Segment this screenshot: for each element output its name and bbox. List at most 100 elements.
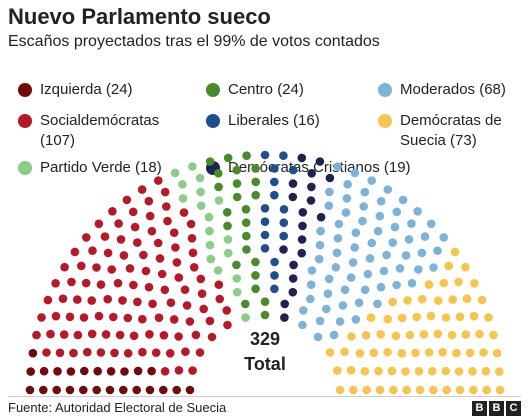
seat-dot [299, 306, 308, 315]
seat-dot [454, 367, 464, 376]
seat-dot [354, 298, 364, 308]
seat-dot [110, 348, 119, 358]
seat-dot [92, 385, 101, 395]
seat-dot [270, 164, 279, 173]
seat-dot [441, 366, 451, 376]
seat-dot [383, 347, 392, 357]
seat-dot [415, 385, 425, 395]
seat-dot [315, 316, 325, 326]
seat-dot [346, 366, 356, 375]
seat-dot [340, 347, 349, 357]
seat-dot [288, 165, 298, 175]
seat-dot [324, 274, 334, 284]
seat-dot [482, 385, 492, 395]
legend-swatch [18, 114, 32, 128]
seat-dot [139, 250, 148, 260]
legend-item-partido-verde: Partido Verde (18) [18, 158, 162, 178]
seat-dot [298, 221, 307, 231]
seat-dot [205, 226, 214, 236]
seat-dot [60, 262, 69, 272]
seat-dot [251, 164, 260, 173]
seat-dot [297, 235, 307, 244]
seat-dot [307, 182, 316, 192]
seat-dot [452, 348, 461, 358]
seat-dot [376, 282, 386, 292]
seat-dot [343, 180, 352, 189]
seat-dot [59, 330, 69, 339]
seat-dot [367, 238, 377, 248]
seat-dot [241, 218, 251, 227]
seat-dot [307, 266, 317, 275]
seat-dot [51, 311, 61, 321]
seat-dot [397, 313, 407, 323]
legend-item-centro: Centro (24) [206, 80, 304, 100]
seat-dot [174, 332, 183, 341]
seat-dot [360, 285, 370, 295]
seat-dot [279, 205, 289, 214]
seat-dot [307, 169, 317, 178]
seat-dot [288, 274, 298, 283]
seat-dot [138, 314, 147, 324]
seat-dot [242, 245, 251, 254]
seat-dot [358, 216, 367, 226]
seat-dot [479, 348, 488, 357]
seat-dot [214, 196, 224, 205]
seat-dot [154, 313, 164, 323]
seat-dot [169, 315, 179, 324]
seat-dot [426, 219, 436, 229]
seat-dot [154, 176, 163, 185]
legend-swatch [206, 114, 220, 128]
seat-dot [251, 271, 260, 280]
seat-dot [191, 330, 201, 340]
seat-dot [442, 385, 452, 395]
seat-dot [325, 173, 335, 183]
seat-dot [70, 247, 80, 257]
seat-dot [108, 207, 117, 216]
seat-dot [178, 194, 188, 203]
seat-dot [403, 296, 412, 305]
seat-dot [204, 212, 214, 222]
seat-dot [355, 349, 365, 358]
seat-dot [148, 299, 157, 309]
seat-dot [340, 285, 350, 295]
seat-dot [338, 301, 348, 310]
legend-label: Socialdemócratas (107) [40, 112, 160, 149]
seat-dot [335, 385, 345, 395]
seat-dot [489, 330, 498, 340]
seat-dot [298, 208, 308, 217]
seat-dot [374, 366, 383, 376]
seat-dot [65, 385, 75, 395]
seat-dot [185, 317, 195, 326]
seat-dot [94, 311, 104, 321]
seat-dot [455, 312, 465, 322]
seat-dot [123, 349, 133, 358]
seat-dot [316, 226, 325, 236]
seat-dot [397, 349, 407, 358]
seat-dot [205, 157, 215, 166]
seat-dot [151, 348, 161, 358]
seat-dot [376, 330, 385, 339]
parliament-chart [25, 150, 505, 395]
seat-dot [469, 385, 478, 395]
seat-dot [242, 151, 251, 160]
seat-dot [128, 207, 138, 217]
seat-dot [341, 208, 351, 217]
seat-dot [37, 313, 46, 322]
seat-dot [495, 385, 505, 395]
seat-dot [332, 248, 342, 258]
seat-dot [441, 313, 451, 322]
seat-dot [424, 280, 434, 289]
seat-dot [145, 385, 155, 395]
seat-dot [469, 311, 479, 321]
seat-dot [325, 348, 335, 357]
seat-dot [448, 295, 458, 304]
seat-dot [103, 294, 112, 304]
seat-dot [181, 347, 190, 357]
seat-dot [398, 195, 408, 205]
seat-dot [424, 348, 434, 357]
seat-dot [73, 330, 83, 340]
seat-dot [80, 366, 89, 376]
seat-dot [365, 254, 375, 263]
legend-item-socialdemocratas: Socialdemócratas (107) [18, 111, 159, 151]
seat-dot [413, 207, 422, 216]
